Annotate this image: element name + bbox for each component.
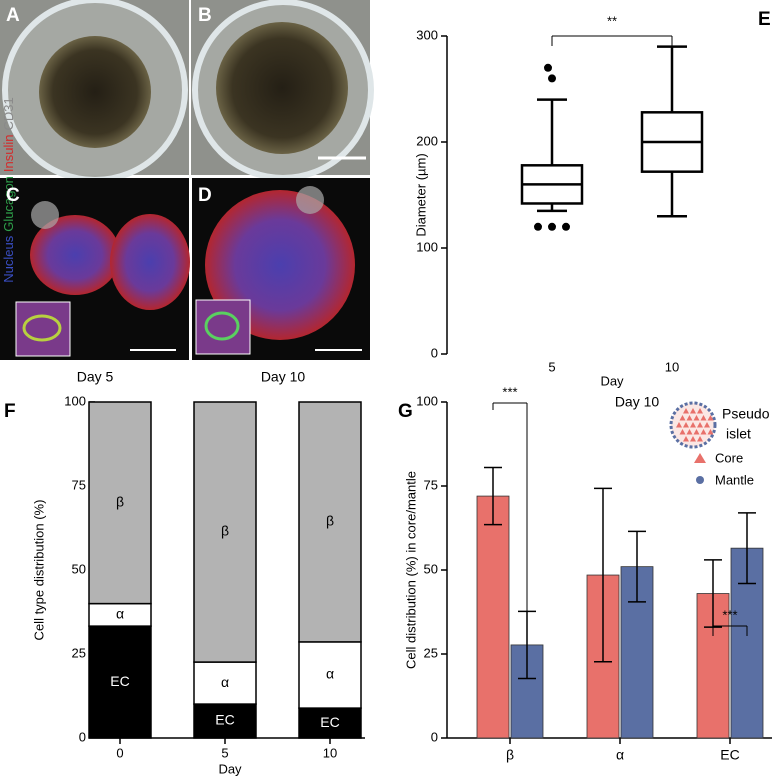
legend-icon [683,408,689,414]
y-tick-label: 100 [416,239,438,254]
segment-label: α [326,666,334,682]
x-tick-label: β [506,747,514,763]
stain-word: CD31 [1,97,16,130]
micrograph-d [192,178,370,360]
bar [696,593,730,739]
legend-icon [707,415,714,421]
significance: *** [502,384,517,399]
legend-icon [679,429,686,435]
segment-label: EC [320,714,339,730]
stain-word: Glucagon [1,176,16,232]
segment-label: α [116,606,124,622]
panel-label: E [758,9,771,30]
segment-label: β [326,513,334,529]
y-tick-label: 50 [72,561,86,576]
x-tick-label: 5 [548,359,555,374]
x-tick-label: EC [720,747,739,763]
y-axis-label: Diameter (µm) [413,153,428,236]
y-tick-label: 25 [424,645,438,660]
segment-label: EC [110,673,129,689]
legend-icon [700,415,707,421]
significance: *** [722,607,737,622]
bar-segment [193,401,257,663]
outlier [544,63,552,72]
legend-icon [690,436,696,442]
legend-swatch [694,453,706,463]
legend-icon [704,422,710,428]
bar-segment [88,625,152,739]
legend-icon [697,436,703,442]
x-tick-label: α [616,747,624,763]
y-tick-label: 300 [416,27,438,42]
x-axis-label: Day [218,761,242,776]
y-tick-label: 0 [431,345,438,360]
x-axis-label: Day [600,373,624,388]
legend-label: Core [715,450,743,465]
legend-swatch [696,476,704,484]
panel-label: B [198,5,212,26]
y-tick-label: 100 [416,393,438,408]
legend-icon [697,408,703,414]
x-tick-label: 0 [116,745,123,760]
panel-label: D [198,185,212,206]
panel-label: C [6,185,20,206]
legend-icon [679,415,686,421]
bar-segment [88,401,152,605]
stain-label: Nucleus Glucagon Insulin CD31 [1,97,16,282]
micrograph-c [0,178,358,360]
y-tick-label: 100 [64,393,86,408]
y-axis-label: Cell distribution (%) in core/mantle [403,471,418,669]
legend-icon [697,422,703,428]
legend-icon [693,415,700,421]
micrograph-b [191,0,374,181]
legend-icon [683,436,689,442]
outlier [562,222,570,231]
bar-segment [193,703,257,739]
outlier [548,74,556,83]
legend-icon [700,429,707,435]
legend-title: Pseudo [722,406,770,422]
legend-icon [683,422,689,428]
x-tick-label: 5 [221,745,228,760]
y-tick-label: 200 [416,133,438,148]
legend-icon [676,422,682,428]
caption: Day 10 [261,369,306,385]
y-tick-label: 0 [79,729,86,744]
y-tick-label: 75 [72,477,86,492]
segment-label: EC [215,712,234,728]
legend-icon [693,429,700,435]
segment-label: β [116,494,124,510]
segment-label: β [221,523,229,539]
bar-segment [298,401,362,643]
legend-icon [690,408,696,414]
panel-label: A [6,5,20,26]
y-tick-label: 50 [424,561,438,576]
legend-icon [690,422,696,428]
stain-word: Insulin [1,135,16,173]
legend-icon [686,415,693,421]
significance: ** [607,13,617,28]
stain-word: Nucleus [1,235,16,282]
x-tick-label: 10 [665,359,679,374]
outlier [534,222,542,231]
micrograph-a [0,0,189,183]
y-tick-label: 75 [424,477,438,492]
bar [476,495,510,739]
chart-title: Day 10 [615,394,660,410]
y-tick-label: 25 [72,645,86,660]
legend-icon [686,429,693,435]
legend-label: Mantle [715,472,754,487]
x-tick-label: 10 [323,745,337,760]
panel-label: F [4,401,16,422]
panel-label: G [398,401,413,422]
legend-icon [707,429,714,435]
legend-title: islet [726,426,751,442]
y-tick-label: 0 [431,729,438,744]
caption: Day 5 [77,369,114,385]
segment-label: α [221,674,229,690]
outlier [548,222,556,231]
y-axis-label: Cell type distribution (%) [31,500,46,641]
